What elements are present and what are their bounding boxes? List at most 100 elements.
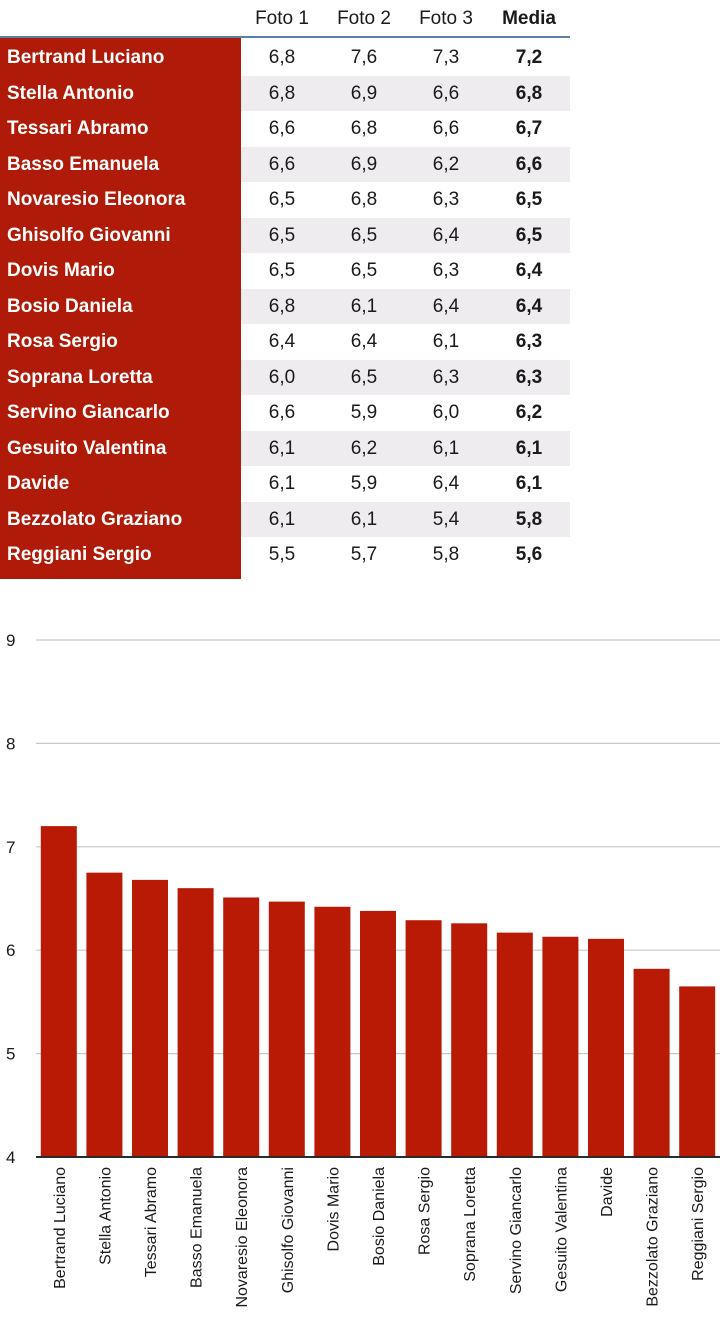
header-foto-2: Foto 2 <box>337 8 391 29</box>
row-name: Bezzolato Graziano <box>0 501 241 537</box>
cell-foto-3: 6,4 <box>432 224 460 246</box>
header-media: Media <box>502 8 556 29</box>
cell-media: 6,1 <box>515 473 543 494</box>
bar <box>86 872 123 1157</box>
header-foto-1: Foto 1 <box>255 8 309 29</box>
cell-media: 6,4 <box>515 295 543 317</box>
row-values: 6,5 6,5 6,3 6,4 <box>241 253 570 289</box>
row-values: 6,0 6,5 6,3 6,3 <box>241 359 570 395</box>
cell-foto-1: 6,5 <box>268 224 296 246</box>
cell-foto-1: 6,8 <box>268 295 296 317</box>
bar <box>633 968 670 1157</box>
row-values: 6,8 6,1 6,4 6,4 <box>241 288 570 324</box>
bar <box>223 897 260 1157</box>
cell-foto-3: 6,3 <box>432 366 460 388</box>
row-values: 6,8 6,9 6,6 6,8 <box>241 75 570 111</box>
table-row: Gesuito Valentina 6,1 6,2 6,1 6,1 <box>0 430 570 466</box>
cell-foto-3: 5,4 <box>432 508 460 530</box>
x-tick-label: Reggiani Sergio <box>690 1167 707 1281</box>
table-row: Bertrand Luciano 6,8 7,6 7,3 7,2 <box>0 40 570 76</box>
row-name: Rosa Sergio <box>0 324 241 360</box>
x-tick-label: Dovis Mario <box>325 1167 342 1252</box>
row-values: 6,5 6,5 6,4 6,5 <box>241 217 570 253</box>
cell-foto-3: 6,3 <box>432 260 460 281</box>
bar <box>542 936 579 1157</box>
y-tick-label: 6 <box>6 941 15 960</box>
cell-foto-1: 6,6 <box>268 153 296 175</box>
cell-foto-2: 6,8 <box>350 189 378 210</box>
cell-foto-1: 6,8 <box>268 47 296 68</box>
row-name: Dovis Mario <box>0 253 241 289</box>
cell-foto-2: 6,5 <box>350 260 378 281</box>
cell-foto-3: 6,3 <box>432 189 460 210</box>
cell-media: 7,2 <box>515 47 543 68</box>
bar <box>268 901 305 1157</box>
row-name: Ghisolfo Giovanni <box>0 217 241 253</box>
cell-foto-1: 6,5 <box>268 189 296 210</box>
cell-foto-3: 7,3 <box>432 47 460 68</box>
table-row: Novaresio Eleonora 6,5 6,8 6,3 6,5 <box>0 182 570 218</box>
cell-foto-1: 6,1 <box>268 437 296 459</box>
y-tick-label: 9 <box>6 631 15 650</box>
bar <box>177 888 214 1157</box>
table-row: Basso Emanuela 6,6 6,9 6,2 6,6 <box>0 146 570 182</box>
y-tick-label: 8 <box>6 734 15 753</box>
x-tick-label: Soprana Loretta <box>462 1167 479 1282</box>
cell-foto-2: 6,2 <box>350 437 378 459</box>
cell-foto-3: 6,0 <box>432 402 460 423</box>
cell-foto-1: 6,1 <box>268 473 296 494</box>
bar <box>360 910 396 1157</box>
table-row: Bosio Daniela 6,8 6,1 6,4 6,4 <box>0 288 570 324</box>
cell-media: 6,5 <box>515 224 543 246</box>
row-values: 6,1 6,2 6,1 6,1 <box>241 430 570 466</box>
cell-foto-3: 6,1 <box>432 331 460 352</box>
table-row: Soprana Loretta 6,0 6,5 6,3 6,3 <box>0 359 570 395</box>
cell-media: 6,1 <box>515 437 543 459</box>
row-values: 6,5 6,8 6,3 6,5 <box>241 182 570 218</box>
cell-foto-2: 5,9 <box>350 473 378 494</box>
x-tick-label: Bezzolato Graziano <box>645 1167 662 1307</box>
x-tick-label: Bosio Daniela <box>371 1167 388 1266</box>
table-row: Tessari Abramo 6,6 6,8 6,6 6,7 <box>0 111 570 147</box>
table-row: Davide 6,1 5,9 6,4 6,1 <box>0 466 570 502</box>
cell-media: 6,7 <box>515 118 543 139</box>
row-name: Novaresio Eleonora <box>0 182 241 218</box>
row-values: 6,6 6,8 6,6 6,7 <box>241 111 570 147</box>
table-row: Stella Antonio 6,8 6,9 6,6 6,8 <box>0 75 570 111</box>
bar <box>679 986 716 1157</box>
table-row: Servino Giancarlo 6,6 5,9 6,0 6,2 <box>0 395 570 431</box>
cell-foto-3: 6,2 <box>432 153 460 175</box>
row-values: 6,6 6,9 6,2 6,6 <box>241 146 570 182</box>
row-name: Basso Emanuela <box>0 146 241 182</box>
bar <box>314 906 351 1157</box>
cell-foto-2: 7,6 <box>350 47 378 68</box>
cell-foto-1: 6,6 <box>268 402 296 423</box>
cell-foto-1: 6,4 <box>268 331 296 352</box>
x-tick-label: Rosa Sergio <box>417 1167 434 1255</box>
cell-foto-2: 6,5 <box>350 366 378 388</box>
row-values: 6,4 6,4 6,1 6,3 <box>241 324 570 360</box>
cell-foto-1: 6,5 <box>268 260 296 281</box>
cell-media: 6,6 <box>515 153 543 175</box>
row-name: Servino Giancarlo <box>0 395 241 431</box>
row-values: 6,1 6,1 5,4 5,8 <box>241 501 570 537</box>
row-values: 6,1 5,9 6,4 6,1 <box>241 466 570 502</box>
cell-foto-3: 5,8 <box>432 544 460 565</box>
table-row: Ghisolfo Giovanni 6,5 6,5 6,4 6,5 <box>0 217 570 253</box>
bar <box>451 923 488 1157</box>
cell-foto-1: 6,0 <box>268 366 296 388</box>
x-tick-label: Tessari Abramo <box>143 1167 160 1277</box>
table-header: Foto 1 Foto 2 Foto 3 Media <box>0 0 570 38</box>
cell-foto-2: 6,4 <box>350 331 378 352</box>
cell-media: 5,6 <box>515 544 543 565</box>
bar <box>405 920 442 1157</box>
cell-media: 6,4 <box>515 260 543 281</box>
cell-foto-3: 6,1 <box>432 437 460 459</box>
cell-foto-3: 6,4 <box>432 295 460 317</box>
table-row: Reggiani Sergio 5,5 5,7 5,8 5,6 <box>0 537 570 573</box>
table-row: Rosa Sergio 6,4 6,4 6,1 6,3 <box>0 324 570 360</box>
x-tick-label: Stella Antonio <box>97 1167 114 1265</box>
cell-foto-3: 6,4 <box>432 473 460 494</box>
row-name: Bosio Daniela <box>0 288 241 324</box>
x-tick-label: Novaresio Eleonora <box>234 1167 251 1308</box>
